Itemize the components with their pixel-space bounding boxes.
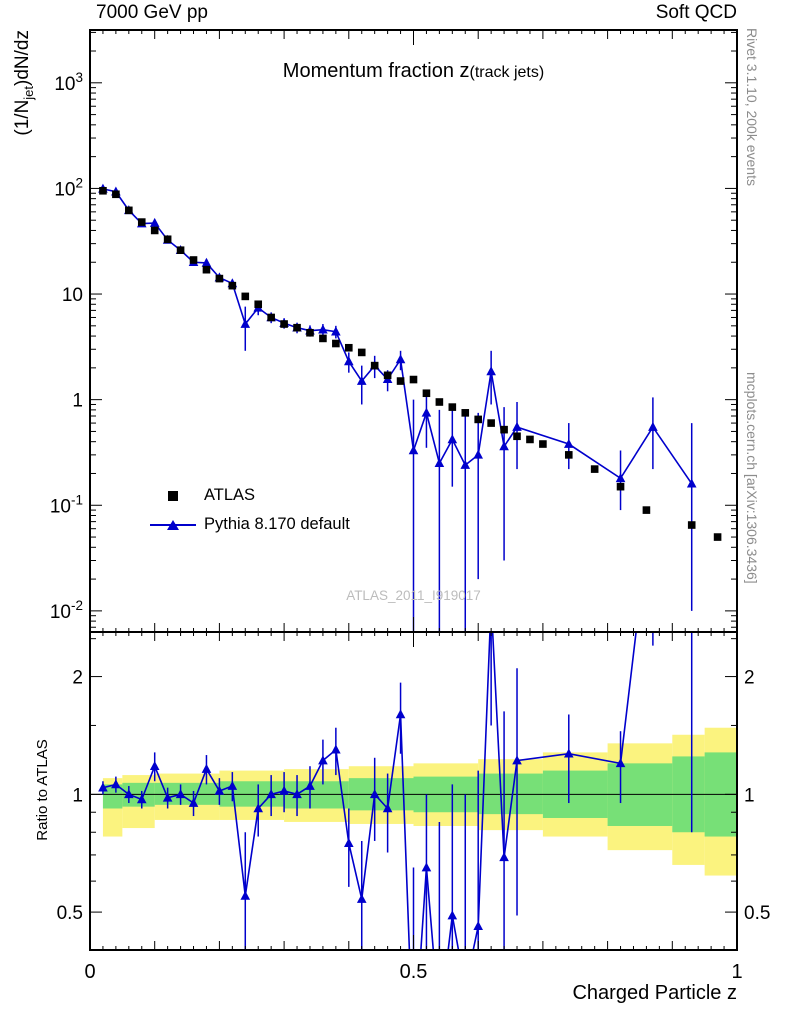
- svg-text:102: 102: [54, 175, 83, 200]
- svg-text:0.5: 0.5: [744, 903, 770, 924]
- axes-ticks: [89, 30, 738, 951]
- uncertainty-bands: [102, 727, 737, 876]
- svg-text:0.5: 0.5: [400, 961, 428, 983]
- svg-text:10-1: 10-1: [50, 492, 83, 517]
- svg-text:1: 1: [731, 961, 742, 983]
- svg-text:1: 1: [72, 391, 83, 412]
- pythia-series: [98, 183, 697, 632]
- svg-text:10: 10: [62, 285, 83, 306]
- atlas-series: [99, 186, 722, 541]
- ratio-series: [98, 632, 693, 950]
- svg-text:1: 1: [72, 785, 83, 806]
- svg-text:2: 2: [72, 668, 83, 689]
- svg-text:0: 0: [84, 961, 95, 983]
- svg-text:1: 1: [744, 785, 755, 806]
- svg-text:103: 103: [54, 70, 83, 95]
- svg-text:0.5: 0.5: [57, 903, 83, 924]
- svg-text:2: 2: [744, 668, 755, 689]
- svg-text:10-2: 10-2: [50, 598, 83, 623]
